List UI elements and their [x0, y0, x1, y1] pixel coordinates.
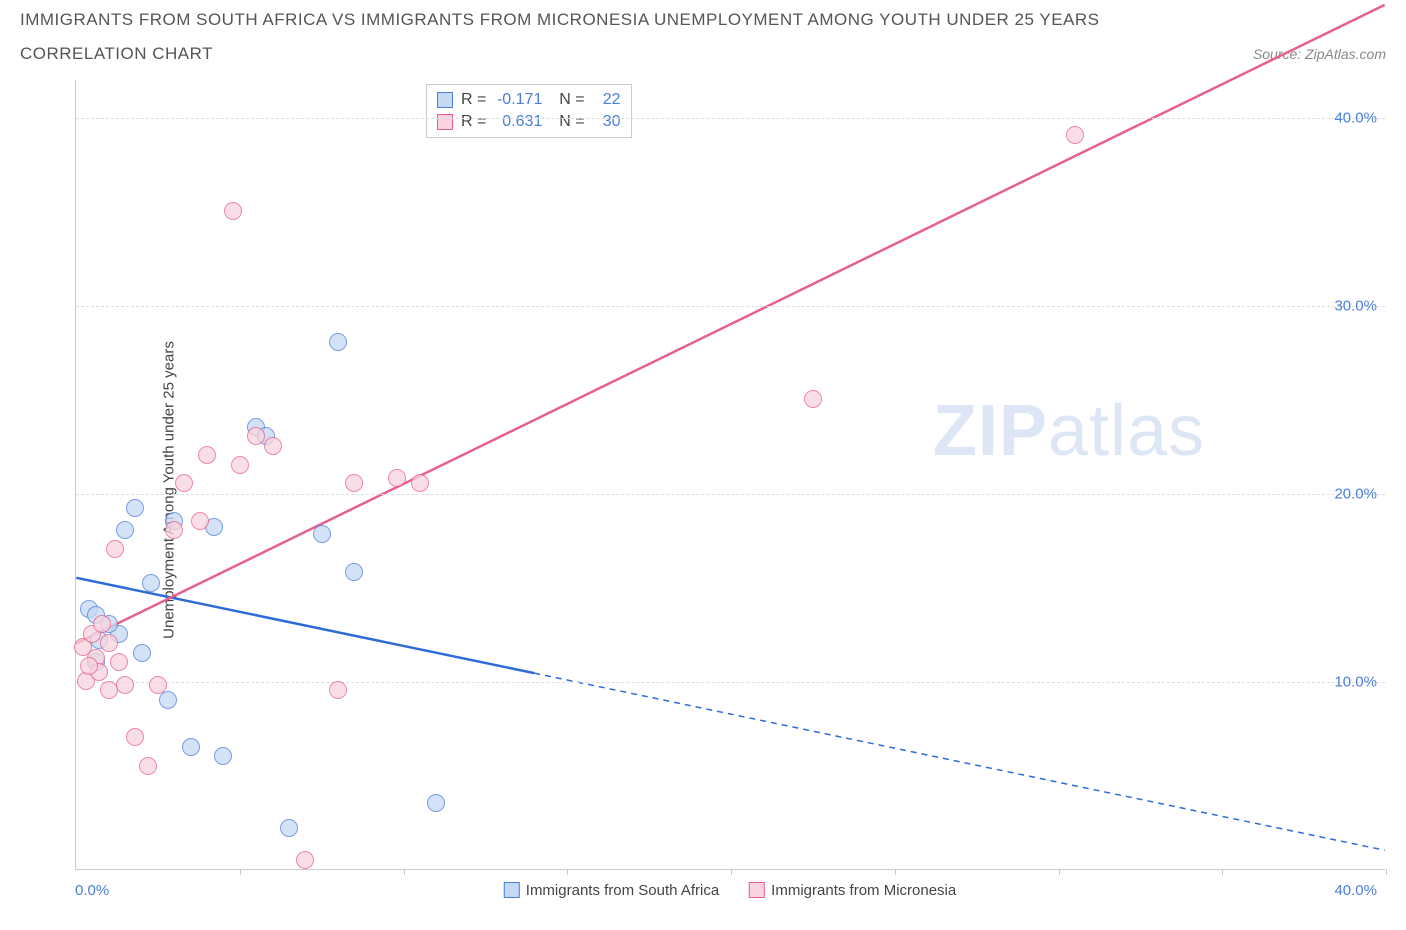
- legend-swatch: [749, 882, 765, 898]
- x-axis-max-label: 40.0%: [1334, 882, 1377, 899]
- scatter-point: [126, 499, 144, 517]
- plot-area: ZIPatlas R = -0.171 N = 22 R = 0.631 N =…: [75, 80, 1385, 870]
- scatter-point: [329, 681, 347, 699]
- legend-swatch: [504, 882, 520, 898]
- gridline: [76, 118, 1385, 119]
- watermark-suffix: atlas: [1048, 391, 1205, 471]
- legend-swatch: [437, 114, 453, 130]
- scatter-point: [100, 681, 118, 699]
- x-axis-zero-label: 0.0%: [75, 882, 109, 899]
- chart-title: IMMIGRANTS FROM SOUTH AFRICA VS IMMIGRAN…: [20, 10, 1386, 30]
- chart-subtitle: CORRELATION CHART: [20, 44, 213, 64]
- scatter-point: [345, 563, 363, 581]
- scatter-point: [116, 521, 134, 539]
- gridline: [76, 494, 1385, 495]
- stats-row: R = 0.631 N = 30: [437, 111, 621, 133]
- chart-area: Unemployment Among Youth under 25 years …: [20, 80, 1390, 900]
- stats-legend-box: R = -0.171 N = 22 R = 0.631 N = 30: [426, 84, 632, 138]
- scatter-point: [116, 676, 134, 694]
- legend-swatch: [437, 92, 453, 108]
- scatter-point: [80, 657, 98, 675]
- legend-item: Immigrants from South Africa: [504, 882, 719, 899]
- scatter-point: [329, 333, 347, 351]
- scatter-point: [1066, 126, 1084, 144]
- scatter-point: [427, 794, 445, 812]
- scatter-point: [264, 437, 282, 455]
- scatter-point: [247, 427, 265, 445]
- stats-r-label: R =: [461, 91, 486, 109]
- gridline: [76, 306, 1385, 307]
- legend-label: Immigrants from South Africa: [526, 882, 719, 899]
- subtitle-row: CORRELATION CHART Source: ZipAtlas.com: [20, 44, 1386, 64]
- trend-lines: [76, 80, 1385, 869]
- scatter-point: [224, 202, 242, 220]
- scatter-point: [231, 456, 249, 474]
- scatter-point: [133, 644, 151, 662]
- y-tick-label: 30.0%: [1334, 297, 1377, 314]
- scatter-point: [165, 521, 183, 539]
- scatter-point: [804, 390, 822, 408]
- chart-source: Source: ZipAtlas.com: [1253, 46, 1386, 62]
- scatter-point: [388, 469, 406, 487]
- scatter-point: [198, 446, 216, 464]
- stats-r-value: 0.631: [494, 113, 542, 131]
- scatter-point: [313, 525, 331, 543]
- bottom-legend: Immigrants from South Africa Immigrants …: [504, 882, 956, 899]
- legend-item: Immigrants from Micronesia: [749, 882, 956, 899]
- scatter-point: [93, 615, 111, 633]
- scatter-point: [182, 738, 200, 756]
- stats-r-label: R =: [461, 113, 486, 131]
- scatter-point: [175, 474, 193, 492]
- watermark-prefix: ZIP: [933, 391, 1048, 471]
- scatter-point: [149, 676, 167, 694]
- stats-n-value: 30: [593, 113, 621, 131]
- scatter-point: [126, 728, 144, 746]
- stats-r-value: -0.171: [494, 91, 542, 109]
- scatter-point: [110, 653, 128, 671]
- y-tick-label: 40.0%: [1334, 109, 1377, 126]
- scatter-point: [345, 474, 363, 492]
- stats-row: R = -0.171 N = 22: [437, 89, 621, 111]
- scatter-point: [106, 540, 124, 558]
- y-tick-label: 20.0%: [1334, 485, 1377, 502]
- scatter-point: [100, 634, 118, 652]
- legend-label: Immigrants from Micronesia: [771, 882, 956, 899]
- y-tick-label: 10.0%: [1334, 673, 1377, 690]
- stats-n-value: 22: [593, 91, 621, 109]
- scatter-point: [142, 574, 160, 592]
- scatter-point: [214, 747, 232, 765]
- scatter-point: [296, 851, 314, 869]
- scatter-point: [411, 474, 429, 492]
- scatter-point: [280, 819, 298, 837]
- scatter-point: [191, 512, 209, 530]
- x-axis-row: 0.0% Immigrants from South Africa Immigr…: [75, 875, 1385, 905]
- stats-n-label: N =: [550, 113, 584, 131]
- gridline: [76, 682, 1385, 683]
- chart-header: IMMIGRANTS FROM SOUTH AFRICA VS IMMIGRAN…: [0, 0, 1406, 64]
- scatter-point: [139, 757, 157, 775]
- x-tick: [1386, 869, 1387, 875]
- scatter-point: [159, 691, 177, 709]
- stats-n-label: N =: [550, 91, 584, 109]
- watermark: ZIPatlas: [933, 390, 1205, 472]
